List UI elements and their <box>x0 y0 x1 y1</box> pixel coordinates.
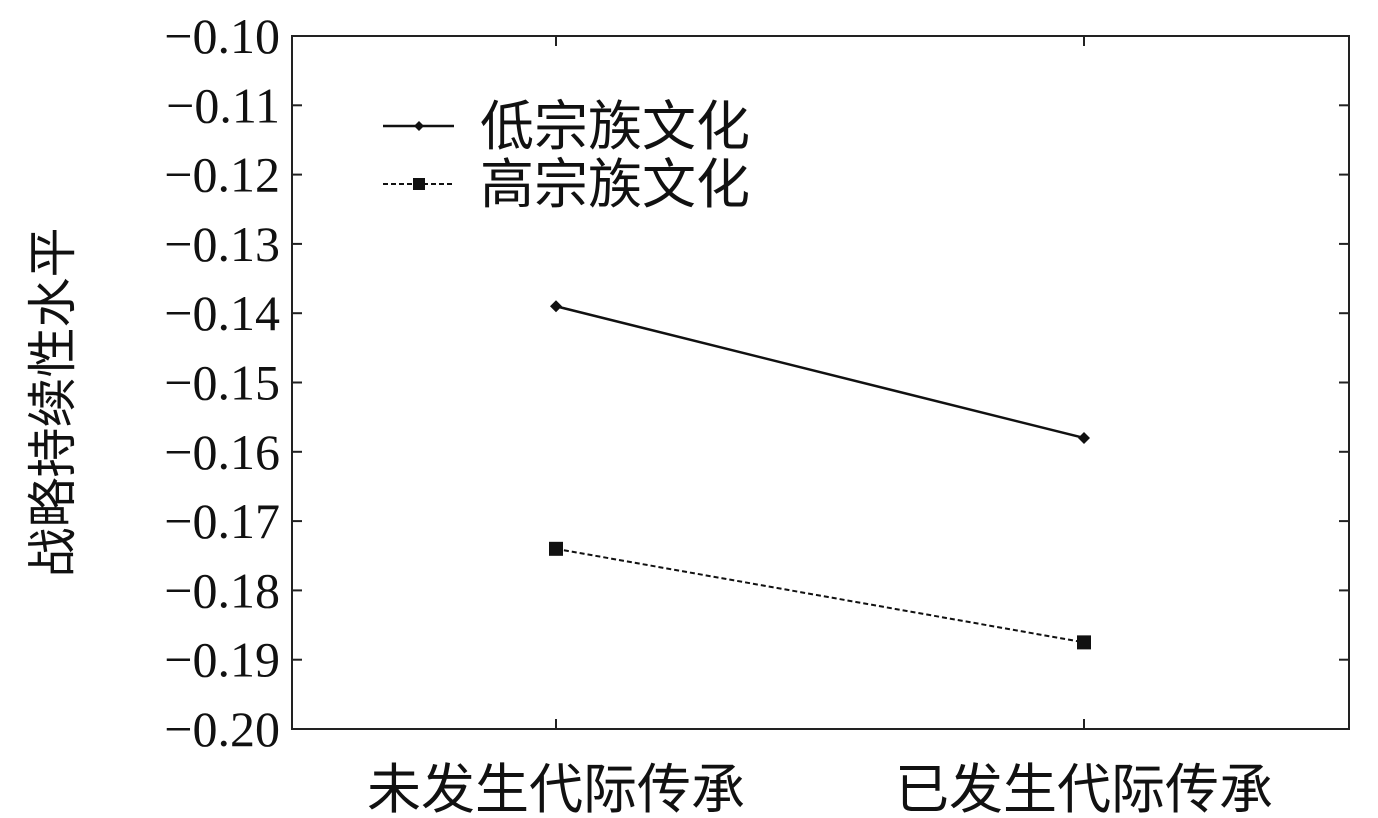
series-2 <box>549 541 1091 650</box>
legend-item: 高宗族文化 <box>383 153 750 216</box>
y-tick-label: −0.17 <box>164 493 280 549</box>
x-category-label: 未发生代际传承 <box>367 758 745 818</box>
y-axis: −0.10 −0.11 −0.12 −0.13 −0.14 −0.15 −0.16 −0.17… <box>164 8 1349 757</box>
y-tick-label: −0.10 <box>164 8 280 64</box>
data-point <box>550 300 562 313</box>
x-axis: 未发生代际传承 已发生代际传承 <box>367 36 1273 818</box>
data-point <box>549 541 563 556</box>
legend-item: 低宗族文化 <box>383 95 750 158</box>
y-tick-label: −0.20 <box>164 701 280 757</box>
data-point <box>1078 431 1090 444</box>
legend-marker <box>413 178 425 190</box>
legend-label: 高宗族文化 <box>480 153 750 216</box>
series-line <box>555 547 1085 644</box>
legend-marker <box>414 121 424 131</box>
y-tick-label: −0.12 <box>164 147 280 203</box>
y-tick-label: −0.15 <box>164 355 280 411</box>
y-tick-label: −0.14 <box>164 285 280 341</box>
plot-frame <box>291 35 1350 730</box>
y-tick-label: −0.13 <box>164 216 280 272</box>
legend-label: 低宗族文化 <box>480 95 750 158</box>
y-tick-label: −0.18 <box>164 562 280 618</box>
y-tick-label: −0.19 <box>164 632 280 688</box>
y-tick-label: −0.11 <box>166 77 280 133</box>
x-category-label: 已发生代际传承 <box>895 758 1273 818</box>
data-point <box>1077 635 1091 650</box>
series-line <box>555 305 1085 440</box>
series-layer <box>549 300 1091 650</box>
y-axis-title-group: 战略持续性水平 <box>24 228 82 578</box>
y-axis-title: 战略持续性水平 <box>24 228 82 578</box>
series-1 <box>550 300 1090 444</box>
y-tick-label: −0.16 <box>164 424 280 480</box>
